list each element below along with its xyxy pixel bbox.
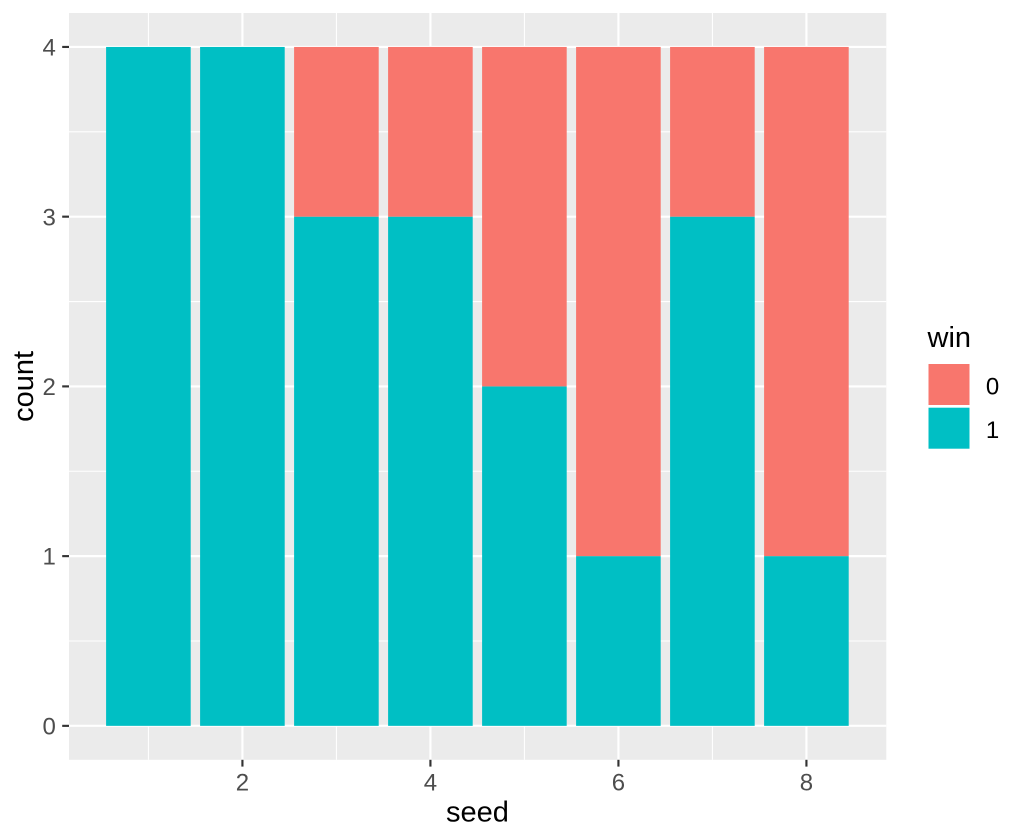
svg-text:1: 1 bbox=[986, 417, 999, 444]
svg-text:count: count bbox=[8, 351, 40, 422]
svg-text:8: 8 bbox=[800, 770, 813, 797]
svg-text:4: 4 bbox=[43, 35, 56, 62]
svg-text:0: 0 bbox=[986, 374, 999, 401]
svg-text:win: win bbox=[927, 322, 972, 354]
svg-text:6: 6 bbox=[612, 770, 625, 797]
svg-text:0: 0 bbox=[43, 713, 56, 740]
svg-text:4: 4 bbox=[424, 770, 437, 797]
svg-text:2: 2 bbox=[43, 374, 56, 401]
svg-text:3: 3 bbox=[43, 204, 56, 231]
svg-text:seed: seed bbox=[446, 797, 509, 829]
svg-text:1: 1 bbox=[43, 544, 56, 571]
svg-text:2: 2 bbox=[236, 770, 249, 797]
